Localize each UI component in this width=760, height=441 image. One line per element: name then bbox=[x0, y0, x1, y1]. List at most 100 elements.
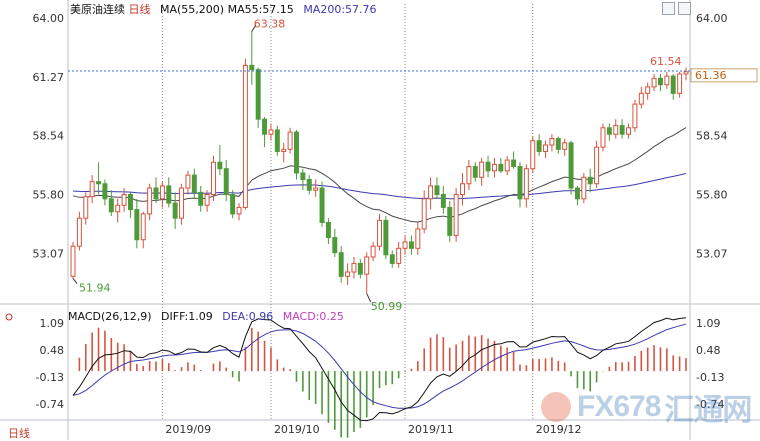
candle bbox=[249, 30, 255, 85]
candle-body bbox=[383, 219, 389, 256]
candle bbox=[242, 58, 248, 210]
candle bbox=[204, 190, 210, 212]
candle-body bbox=[76, 217, 82, 247]
date-label: 2019/12 bbox=[536, 423, 582, 436]
date-gridlines bbox=[161, 4, 534, 420]
price-tick-label-left: 55.80 bbox=[33, 189, 65, 202]
candle bbox=[677, 71, 683, 98]
candle-body bbox=[179, 187, 185, 219]
candle-body bbox=[185, 174, 191, 189]
candle-body bbox=[274, 129, 280, 152]
candle bbox=[421, 190, 427, 234]
candle-body bbox=[140, 213, 146, 241]
candle-body bbox=[428, 185, 434, 200]
candle-body bbox=[606, 127, 612, 135]
candle-body bbox=[421, 198, 427, 230]
candle bbox=[389, 250, 395, 268]
candle-body bbox=[345, 271, 351, 277]
candle bbox=[191, 168, 197, 199]
candle bbox=[268, 123, 274, 141]
candle bbox=[651, 73, 657, 92]
candle-body bbox=[511, 159, 517, 168]
candle-body bbox=[415, 228, 421, 249]
period-tab[interactable]: 日线 bbox=[8, 427, 30, 440]
candle bbox=[511, 151, 517, 169]
candle bbox=[549, 134, 555, 152]
candle bbox=[683, 67, 689, 81]
date-label: 2019/11 bbox=[408, 423, 454, 436]
candle-body bbox=[96, 181, 102, 185]
candle-body bbox=[217, 161, 223, 170]
candle bbox=[632, 99, 638, 133]
candle bbox=[536, 134, 542, 156]
candle-body bbox=[70, 245, 76, 277]
candle-body bbox=[568, 142, 574, 189]
candle bbox=[108, 190, 114, 217]
candle-body bbox=[332, 237, 338, 254]
last-high-annotation: 61.54 bbox=[650, 55, 682, 68]
candle bbox=[485, 155, 491, 178]
candle-body bbox=[281, 148, 287, 152]
macd-header: MACD(26,12,9) DIFF:1.09 DEA:0.96 MACD:0.… bbox=[68, 310, 350, 323]
candle-body bbox=[300, 172, 306, 180]
candle bbox=[96, 162, 102, 195]
candle-body bbox=[466, 166, 472, 185]
candle bbox=[562, 138, 568, 156]
candle bbox=[460, 172, 465, 206]
candle bbox=[626, 123, 632, 139]
candle bbox=[466, 160, 472, 191]
candle bbox=[619, 119, 625, 139]
candle bbox=[440, 185, 446, 214]
candle bbox=[357, 259, 363, 279]
candle-body bbox=[357, 262, 363, 275]
candle bbox=[479, 157, 485, 186]
candle-body bbox=[255, 69, 261, 120]
candle bbox=[594, 140, 600, 189]
macd-tick-label-right: 1.09 bbox=[696, 317, 721, 330]
candle bbox=[568, 140, 574, 195]
candle bbox=[338, 246, 344, 283]
candle bbox=[574, 185, 580, 206]
last-price-tag bbox=[690, 68, 758, 83]
candle-body bbox=[319, 187, 325, 224]
date-label: 2019/10 bbox=[274, 423, 320, 436]
candle-body bbox=[498, 163, 504, 172]
candle bbox=[370, 241, 376, 262]
candle bbox=[453, 188, 459, 242]
candle bbox=[313, 179, 319, 197]
candle bbox=[217, 145, 223, 176]
candle bbox=[606, 123, 612, 141]
candle-body bbox=[664, 75, 670, 86]
candle bbox=[121, 188, 127, 212]
candle bbox=[428, 177, 434, 210]
start-low-pointer bbox=[72, 278, 78, 284]
candle-body bbox=[370, 245, 376, 258]
period-label[interactable]: 日线 bbox=[128, 3, 151, 16]
close-icon[interactable] bbox=[678, 2, 691, 15]
settings-icon[interactable] bbox=[662, 2, 675, 15]
candle bbox=[638, 86, 644, 109]
price-tick-label-left: 53.07 bbox=[33, 247, 65, 260]
candle bbox=[134, 198, 140, 249]
candle bbox=[230, 190, 236, 219]
date-label: 2019/09 bbox=[165, 423, 211, 436]
candle bbox=[236, 203, 242, 221]
candle-body bbox=[172, 202, 178, 219]
candle bbox=[351, 256, 357, 279]
candle bbox=[587, 168, 593, 193]
macd-value: MACD:0.25 bbox=[282, 310, 344, 323]
candle bbox=[153, 177, 159, 204]
candle-body bbox=[543, 144, 549, 152]
candle-body bbox=[434, 185, 440, 196]
candle-body bbox=[377, 219, 382, 247]
candle-body bbox=[440, 194, 446, 208]
candle-body bbox=[294, 131, 299, 174]
price-tick-label-right: 58.54 bbox=[696, 130, 728, 143]
candle-body bbox=[351, 262, 357, 273]
candle bbox=[491, 157, 497, 178]
candle bbox=[332, 228, 338, 257]
candle-body bbox=[396, 247, 402, 264]
candle-body bbox=[134, 209, 140, 241]
candle bbox=[76, 211, 82, 251]
candle bbox=[498, 157, 504, 173]
